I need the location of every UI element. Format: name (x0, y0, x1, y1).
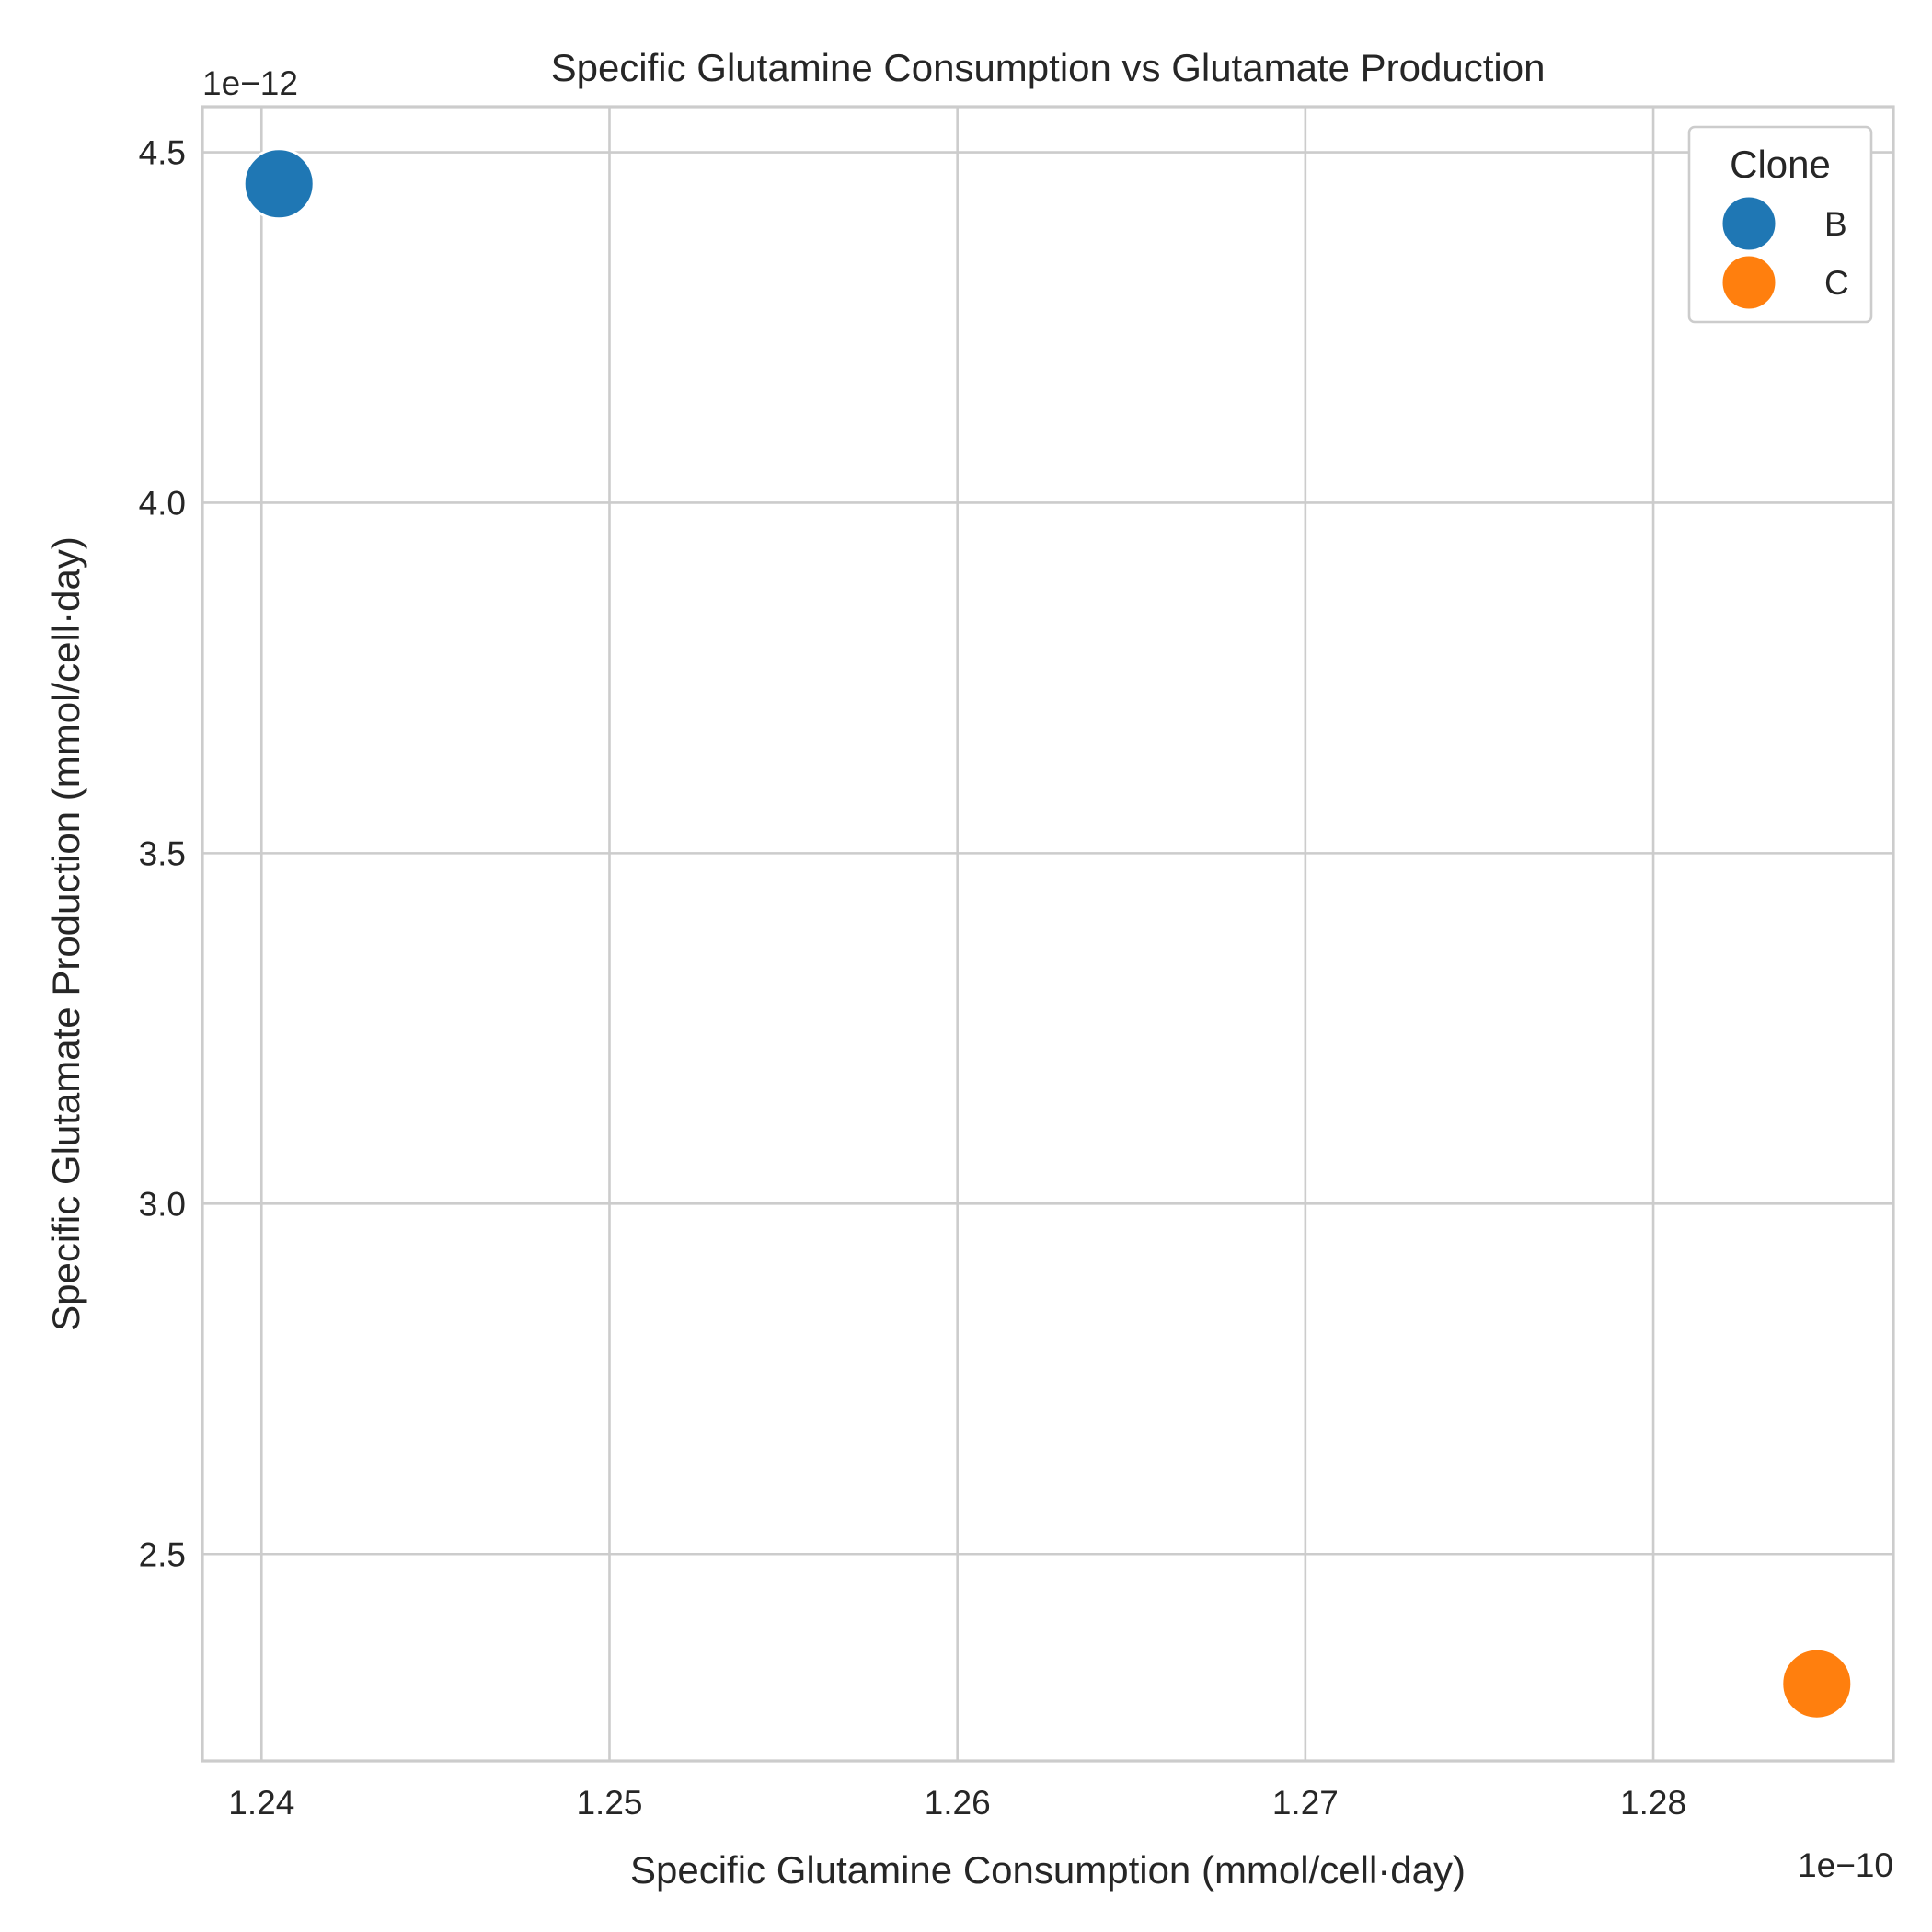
y-tick-label: 2.5 (139, 1535, 186, 1573)
legend-title: Clone (1730, 143, 1831, 186)
x-offset-label: 1e−10 (1798, 1846, 1893, 1884)
axes-frame (201, 105, 1895, 1763)
grid (202, 107, 1893, 1761)
legend-label-c: C (1824, 264, 1849, 302)
x-axis-label: Specific Glutamine Consumption (mmol/cel… (630, 1848, 1466, 1892)
data-point-b (242, 147, 316, 221)
x-tick-labels: 1.24 1.25 1.26 1.27 1.28 (228, 1784, 1686, 1822)
x-tick-label: 1.25 (576, 1784, 642, 1822)
y-tick-labels: 2.5 3.0 3.5 4.0 4.5 (139, 134, 186, 1574)
legend: Clone B C (1687, 125, 1873, 324)
y-offset-label: 1e−12 (202, 64, 298, 102)
y-tick-label: 4.0 (139, 484, 186, 522)
y-axis-label: Specific Glutamate Production (mmol/cell… (44, 536, 87, 1331)
y-tick-label: 3.5 (139, 834, 186, 872)
legend-marker-c (1719, 253, 1778, 312)
legend-marker-b (1719, 194, 1778, 253)
y-tick-label: 3.0 (139, 1185, 186, 1223)
x-tick-label: 1.24 (228, 1784, 294, 1822)
legend-label-b: B (1824, 205, 1847, 243)
x-tick-label: 1.26 (925, 1784, 991, 1822)
x-tick-label: 1.28 (1620, 1784, 1686, 1822)
data-points (242, 147, 1854, 1720)
y-tick-label: 4.5 (139, 134, 186, 172)
data-point-c (1780, 1647, 1854, 1720)
chart-title: Specific Glutamine Consumption vs Glutam… (551, 46, 1546, 89)
x-tick-label: 1.27 (1272, 1784, 1339, 1822)
